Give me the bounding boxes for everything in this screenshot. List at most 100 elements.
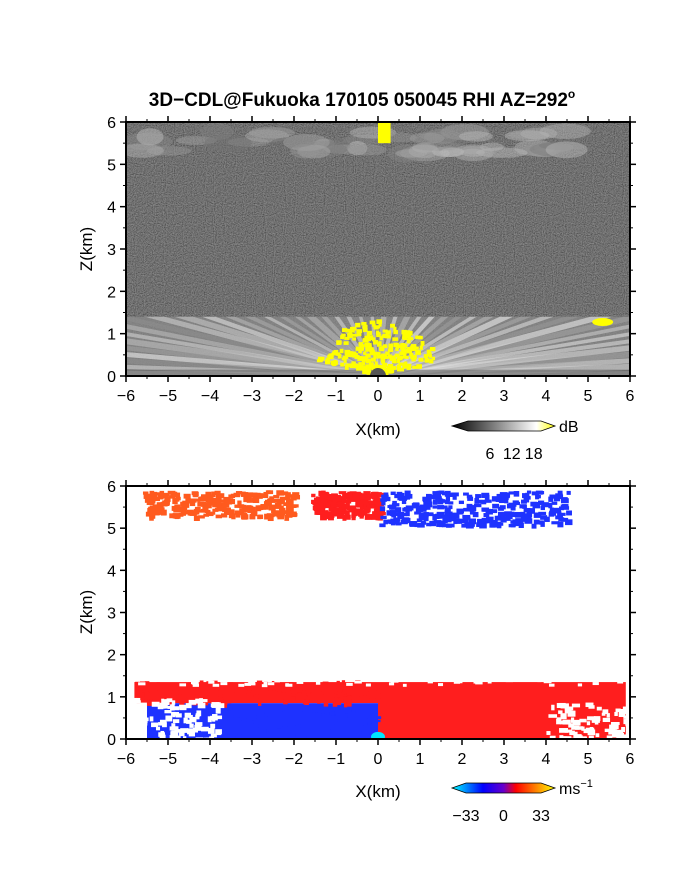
upper-echo-blob (545, 141, 588, 159)
lower-layer-west-top-pixel (257, 700, 262, 706)
lower-layer-west-top-pixel (236, 694, 240, 701)
fan-echo-pixel (344, 349, 351, 355)
upper-layer-east-pixel (448, 505, 453, 510)
upper-layer-west-pixel (189, 500, 196, 507)
upper-layer-east-pixel (463, 492, 469, 496)
reflectivity-colorbar-unit: dB (559, 419, 579, 436)
fan-echo-pixel (347, 332, 353, 338)
reflectivity-colorbar-tick-label: 12 (503, 446, 521, 463)
upper-layer-west-pixel (148, 496, 156, 502)
upper-layer-east-pixel (415, 506, 423, 513)
upper-layer-east-pixel (390, 491, 396, 496)
missing-data-pixel (208, 680, 215, 684)
upper-layer-central-pixel (313, 498, 321, 503)
upper-layer-west-pixel (153, 492, 161, 496)
fan-echo-pixel (372, 323, 376, 327)
upper-layer-central-pixel (338, 507, 343, 512)
lower-layer-west-top-pixel (168, 686, 173, 691)
fan-echo-pixel (409, 352, 414, 357)
upper-layer-central-pixel (325, 502, 331, 507)
upper-layer-east-pixel (394, 519, 400, 525)
upper-layer-east-pixel (557, 494, 564, 499)
fan-echo-pixel (400, 345, 406, 351)
missing-data-pixel (571, 725, 580, 730)
lower-layer-west-bottom-pixel (237, 717, 244, 721)
upper-layer-west-pixel (237, 500, 242, 506)
upper-echo-blob (504, 130, 550, 142)
lower-layer-west-bottom-pixel (264, 710, 269, 714)
reflectivity-xtick-label: −1 (327, 388, 345, 405)
missing-data-pixel (285, 683, 289, 687)
lower-layer-west-top-pixel (247, 684, 253, 690)
upper-layer-central-pixel (311, 499, 316, 504)
upper-layer-east-pixel (522, 493, 528, 499)
upper-layer-west-pixel (286, 506, 294, 512)
velocity-xtick-label: 1 (416, 751, 425, 768)
reflectivity-ytick-label: 6 (107, 115, 116, 132)
upper-layer-west-pixel (292, 504, 299, 508)
lower-layer-west-top-pixel (221, 702, 228, 708)
upper-layer-east-pixel (561, 497, 568, 501)
upper-layer-east-pixel (553, 507, 562, 514)
echo-streak (263, 316, 379, 376)
missing-data-pixel (560, 703, 569, 709)
upper-layer-east-pixel (404, 490, 411, 497)
upper-layer-east-pixel (411, 503, 420, 509)
velocity-xtick-label: 0 (374, 751, 383, 768)
upper-layer-west-pixel (268, 504, 276, 511)
upper-echo-blob (382, 132, 417, 143)
upper-layer-east-pixel (391, 503, 400, 507)
lower-layer-west-top-pixel (336, 688, 343, 692)
upper-layer-east-pixel (461, 523, 467, 528)
fan-echo-pixel (379, 336, 383, 341)
fan-echo-pixel (389, 348, 394, 352)
missing-data-pixel (625, 678, 630, 682)
fan-echo-pixel (399, 351, 403, 356)
lower-layer-west-top-pixel (214, 684, 219, 691)
upper-layer-east-pixel (530, 501, 538, 507)
upper-layer-west-pixel (183, 493, 191, 499)
upper-layer-east-pixel (551, 501, 558, 505)
fan-echo-pixel (365, 346, 370, 352)
upper-layer-central-pixel (326, 511, 333, 517)
upper-layer-west-pixel (261, 504, 269, 510)
reflectivity-xtick-label: 3 (500, 388, 509, 405)
reflectivity-ytick-label: 2 (107, 284, 116, 301)
missing-data-pixel (602, 709, 609, 715)
fan-echo-pixel (369, 347, 374, 352)
echo-streak (245, 316, 379, 376)
reflectivity-xtick-label: −2 (285, 388, 303, 405)
fan-echo-pixel (423, 354, 429, 358)
echo-streak (294, 316, 379, 376)
missing-data-pixel (172, 719, 180, 724)
missing-data-pixel (388, 682, 395, 686)
fan-echo-pixel (397, 344, 403, 349)
lower-layer-west-bottom-pixel (315, 710, 322, 713)
upper-layer-east-pixel (525, 492, 530, 499)
lower-layer-west-bottom-pixel (218, 734, 222, 738)
upper-layer-west-pixel (157, 506, 163, 512)
lower-layer-west-bottom-pixel (287, 704, 293, 708)
upper-layer-west-pixel (230, 493, 236, 499)
missing-data-pixel (505, 679, 514, 683)
lower-layer-west-bottom-pixel (275, 724, 282, 729)
fan-echo-pixel (318, 356, 325, 361)
lower-layer-west-top-pixel (359, 691, 364, 697)
upper-layer-east-pixel (419, 512, 425, 516)
lower-layer-west-bottom-pixel (300, 724, 307, 728)
lower-layer-west-top (134, 682, 378, 704)
upper-layer-west-pixel (251, 497, 258, 503)
lower-layer-west-top-pixel (134, 681, 141, 687)
upper-layer-west-pixel (247, 509, 254, 513)
lower-layer-west-top-pixel (246, 690, 252, 695)
velocity-ytick-label: 0 (107, 732, 116, 749)
upper-layer-east-pixel (462, 514, 471, 520)
fan-echo-pixel (396, 364, 402, 370)
missing-data-pixel (134, 727, 142, 733)
missing-data-pixel (160, 730, 165, 737)
missing-data-pixel (151, 722, 159, 728)
fan-echo-pixel (409, 346, 414, 352)
upper-layer-west-pixel (276, 490, 285, 496)
upper-layer-east-pixel (444, 511, 453, 516)
upper-layer-east-pixel (397, 511, 405, 518)
